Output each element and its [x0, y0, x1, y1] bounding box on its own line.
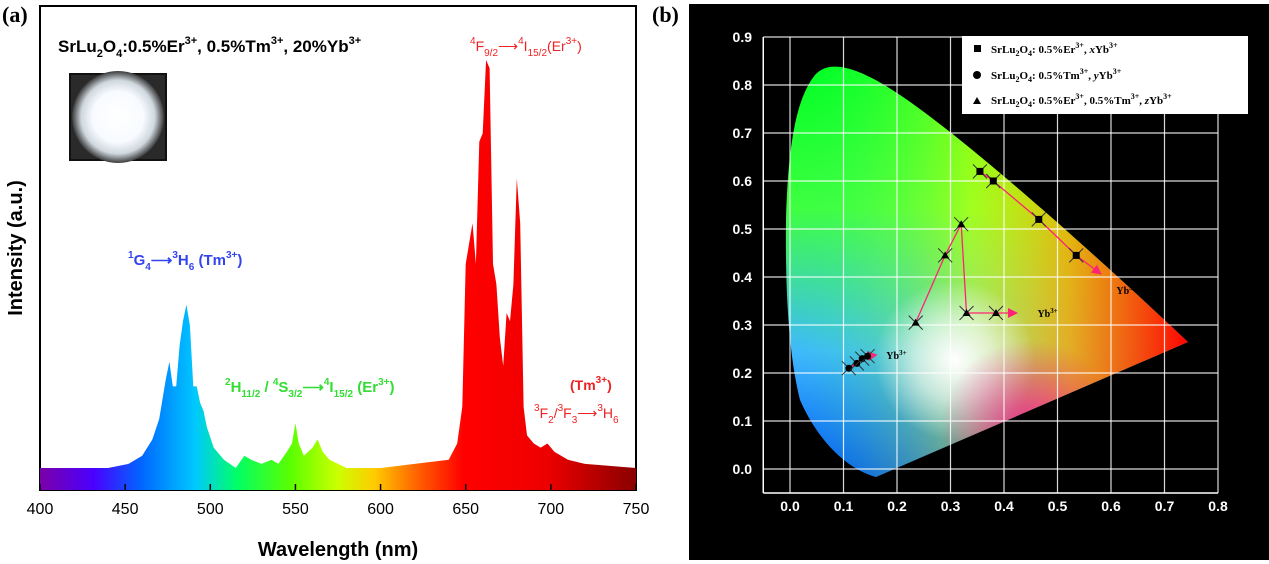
legend-b: SrLu2O4: 0.5%Er3+, xYb3+ SrLu2O4: 0.5%Tm… [962, 36, 1248, 114]
annotation-tm-red-2: 3F2/3F3⟶3H6 [534, 403, 619, 426]
data-point-square [1035, 215, 1043, 223]
y-tick-label-b: 0.5 [733, 221, 753, 237]
y-tick-label-b: 0.6 [733, 173, 753, 189]
data-point-square [989, 177, 997, 185]
x-tick-label-b: 0.1 [834, 498, 854, 514]
x-tick-label-b: 0.2 [887, 498, 907, 514]
x-axis-ticks-a: 400 450 500 550 600 650 700 750 [27, 484, 650, 518]
x-tick-label-b: 0.4 [994, 498, 1014, 514]
y-tick-label-b: 0.8 [733, 77, 753, 93]
axis-ticks-b: 0.0 0.1 0.2 0.3 0.4 0.5 0.6 0.7 0.8 0.9 0.0 0.1 0.2 0… [733, 29, 1228, 514]
y-tick-label-b: 0.9 [733, 29, 753, 45]
annotation-tm-blue: 1G4⟶3H6 (Tm3+) [128, 250, 242, 273]
trend-arrow [1075, 254, 1102, 275]
y-tick-label-b: 0.4 [733, 269, 753, 285]
data-point-triangle [957, 220, 966, 228]
spectrum-area [40, 60, 636, 490]
x-tick-label-a: 600 [367, 501, 394, 518]
annotation-er-red: 4F9/2⟶4I15/2(Er3+) [470, 36, 582, 59]
data-point-circle [864, 352, 872, 360]
data-point-triangle [991, 309, 1000, 316]
legend-box [962, 36, 1248, 114]
x-tick-label-a: 550 [282, 501, 309, 518]
x-tick-label-a: 450 [112, 501, 139, 518]
panel-a-emission-spectrum: (a) 400 450 500 550 600 650 700 750 Wavelength … [2, 2, 649, 561]
x-tick-label-b: 0.5 [1048, 498, 1068, 514]
x-tick-label-b: 0.0 [780, 498, 800, 514]
y-axis-label-a: Intensity (a.u.) [5, 180, 27, 316]
x-tick-label-b: 0.8 [1208, 498, 1228, 514]
panel-a-label: (a) [2, 2, 28, 27]
data-points-b [841, 164, 1084, 376]
x-tick-label-a: 500 [197, 501, 224, 518]
legend-marker-circle [973, 71, 981, 79]
data-point-triangle [941, 251, 950, 259]
y-tick-label-b: 0.1 [733, 413, 753, 429]
panel-b-cie-diagram: (b) 0.0 0.1 0.2 0.3 0.4 0.5 0.6 0.7 0.8 0.9 0.0 0.1… [652, 2, 1269, 560]
x-tick-label-b: 0.6 [1101, 498, 1121, 514]
x-tick-label-a: 700 [538, 501, 565, 518]
trend-line [979, 170, 1077, 256]
data-point-circle [845, 364, 853, 372]
inset-photo [72, 71, 164, 163]
data-point-square [1072, 251, 1080, 259]
legend-entry-er: SrLu2O4: 0.5%Er3+, xYb3+ [991, 41, 1118, 58]
legend-entry-tm: SrLu2O4: 0.5%Tm3+, yYb3+ [991, 67, 1122, 84]
x-tick-label-b: 0.7 [1155, 498, 1175, 514]
x-tick-label-a: 750 [623, 501, 650, 518]
y-tick-label-b: 0.7 [733, 125, 753, 141]
x-tick-label-a: 400 [27, 501, 54, 518]
data-point-triangle [962, 309, 971, 316]
y-tick-label-b: 0.2 [733, 365, 753, 381]
data-point-square [976, 167, 984, 175]
y-tick-label-b: 0.0 [733, 461, 753, 477]
x-axis-label-a: Wavelength (nm) [258, 539, 418, 561]
legend-marker-square [974, 45, 981, 52]
data-point-triangle [911, 318, 920, 326]
legend-marker-triangle [973, 97, 981, 104]
panel-b-label: (b) [652, 2, 679, 27]
x-tick-label-a: 650 [452, 501, 479, 518]
legend-entry-ertm: SrLu2O4: 0.5%Er3+, 0.5%Tm3+, zYb3+ [991, 92, 1172, 109]
y-tick-label-b: 0.3 [733, 317, 753, 333]
chart-title-a: SrLu2O4:0.5%Er3+, 0.5%Tm3+, 20%Yb3+ [58, 35, 361, 60]
x-tick-label-b: 0.3 [941, 498, 961, 514]
annotation-er-green: 2H11/2 / 4S3/2⟶4I15/2 (Er3+) [225, 377, 394, 400]
